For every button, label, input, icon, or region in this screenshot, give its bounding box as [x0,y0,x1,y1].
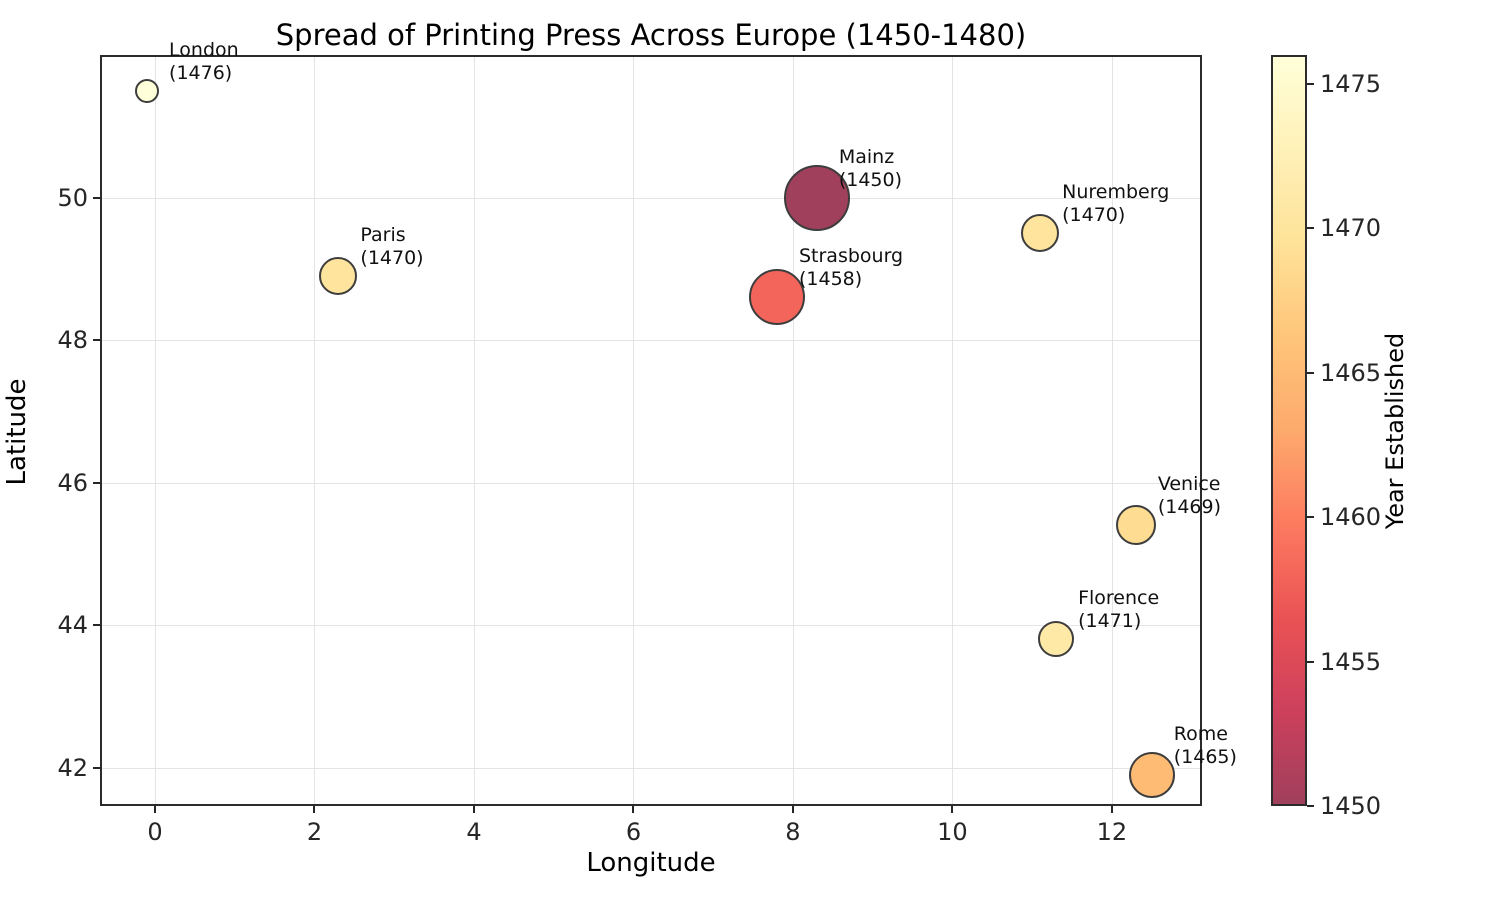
x-gridline [633,55,635,806]
annotation-city: London [169,38,239,61]
x-tick-mark [313,806,316,813]
x-tick-label: 4 [466,818,482,846]
x-tick-mark [472,806,475,813]
annotation-city: Mainz [838,145,895,168]
y-tick-mark [93,196,100,199]
scatter-point-nuremberg [1021,214,1060,253]
colorbar-tick-mark [1307,227,1314,230]
x-tick-label: 8 [785,818,801,846]
y-gridline [100,482,1202,484]
y-tick-label: 50 [57,183,88,212]
colorbar-tick-label: 1460 [1320,503,1382,532]
colorbar-tick-label: 1465 [1320,358,1382,387]
annotation-year: (1458) [798,268,863,291]
x-axis-label: Longitude [586,848,716,878]
x-gridline [314,55,316,806]
y-gridline [100,625,1202,627]
scatter-point-strasbourg [748,269,805,326]
chart-title: Spread of Printing Press Across Europe (… [275,18,1027,52]
annotation-city: Nuremberg [1062,181,1170,204]
colorbar-label: Year Established [1381,332,1409,530]
colorbar-tick-mark [1307,516,1314,519]
annotation-year: (1470) [1062,204,1126,227]
scatter-point-rome [1128,751,1175,798]
point-annotation-nuremberg: Nuremberg (1470) [1062,181,1169,227]
x-tick-mark [632,806,635,813]
colorbar-tick-label: 1450 [1320,792,1382,820]
y-tick-label: 44 [57,611,88,640]
y-tick-label: 46 [57,468,88,497]
y-tick-mark [93,766,100,769]
x-tick-mark [1110,806,1113,813]
point-annotation-mainz: Mainz (1450) [839,146,902,192]
annotation-city: Strasbourg [798,245,904,268]
annotation-year: (1465) [1173,745,1237,768]
annotation-city: Rome [1173,722,1228,745]
colorbar-tick-mark [1307,371,1314,374]
x-tick-mark [951,806,954,813]
point-annotation-strasbourg: Strasbourg (1458) [799,245,903,291]
y-tick-label: 48 [57,326,88,354]
y-gridline [100,767,1202,769]
colorbar-tick-mark [1307,660,1314,663]
y-tick-label: 42 [57,753,88,782]
colorbar-tick-label: 1475 [1320,69,1382,98]
x-gridline [792,55,794,806]
colorbar-tick-label: 1455 [1320,647,1382,676]
point-annotation-london: London (1476) [169,39,239,85]
x-tick-mark [791,806,794,813]
point-annotation-venice: Venice (1469) [1158,473,1221,519]
annotation-city: Venice [1157,473,1221,496]
x-tick-label: 2 [306,818,323,846]
scatter-point-venice [1115,505,1156,546]
y-gridline [100,340,1202,341]
colorbar-tick-mark [1307,82,1314,85]
y-tick-mark [93,481,100,484]
annotation-year: (1469) [1157,496,1221,519]
point-annotation-rome: Rome (1465) [1174,723,1237,769]
colorbar [1271,55,1307,806]
scatter-point-mainz [783,164,850,231]
annotation-city: Paris [360,223,406,246]
annotation-city: Florence [1078,587,1160,610]
scatter-point-london [135,78,160,103]
annotation-year: (1476) [169,61,233,84]
point-annotation-paris: Paris (1470) [360,224,423,270]
x-gridline [473,55,475,806]
y-axis-label: Latitude [2,378,32,486]
annotation-year: (1470) [360,246,424,269]
x-tick-label: 6 [625,818,642,846]
x-tick-label: 0 [147,818,163,846]
y-tick-mark [93,624,100,627]
x-tick-label: 10 [937,818,968,846]
scatter-point-florence [1038,621,1075,658]
x-tick-mark [154,806,157,813]
annotation-year: (1450) [838,168,903,191]
annotation-year: (1471) [1078,610,1142,633]
colorbar-tick-mark [1307,805,1314,807]
x-gridline [952,55,954,806]
colorbar-tick-label: 1470 [1320,214,1382,243]
y-gridline [100,197,1202,199]
scatter-point-paris [319,256,358,295]
point-annotation-florence: Florence (1471) [1078,587,1159,633]
plot-area: London (1476) Mainz (1450) Nuremberg (1470) Pa… [100,39,1237,806]
x-tick-label: 12 [1096,818,1128,846]
axes-spines [100,55,1202,806]
x-gridline [1111,55,1113,806]
y-tick-mark [93,339,100,341]
x-gridline [155,55,157,806]
